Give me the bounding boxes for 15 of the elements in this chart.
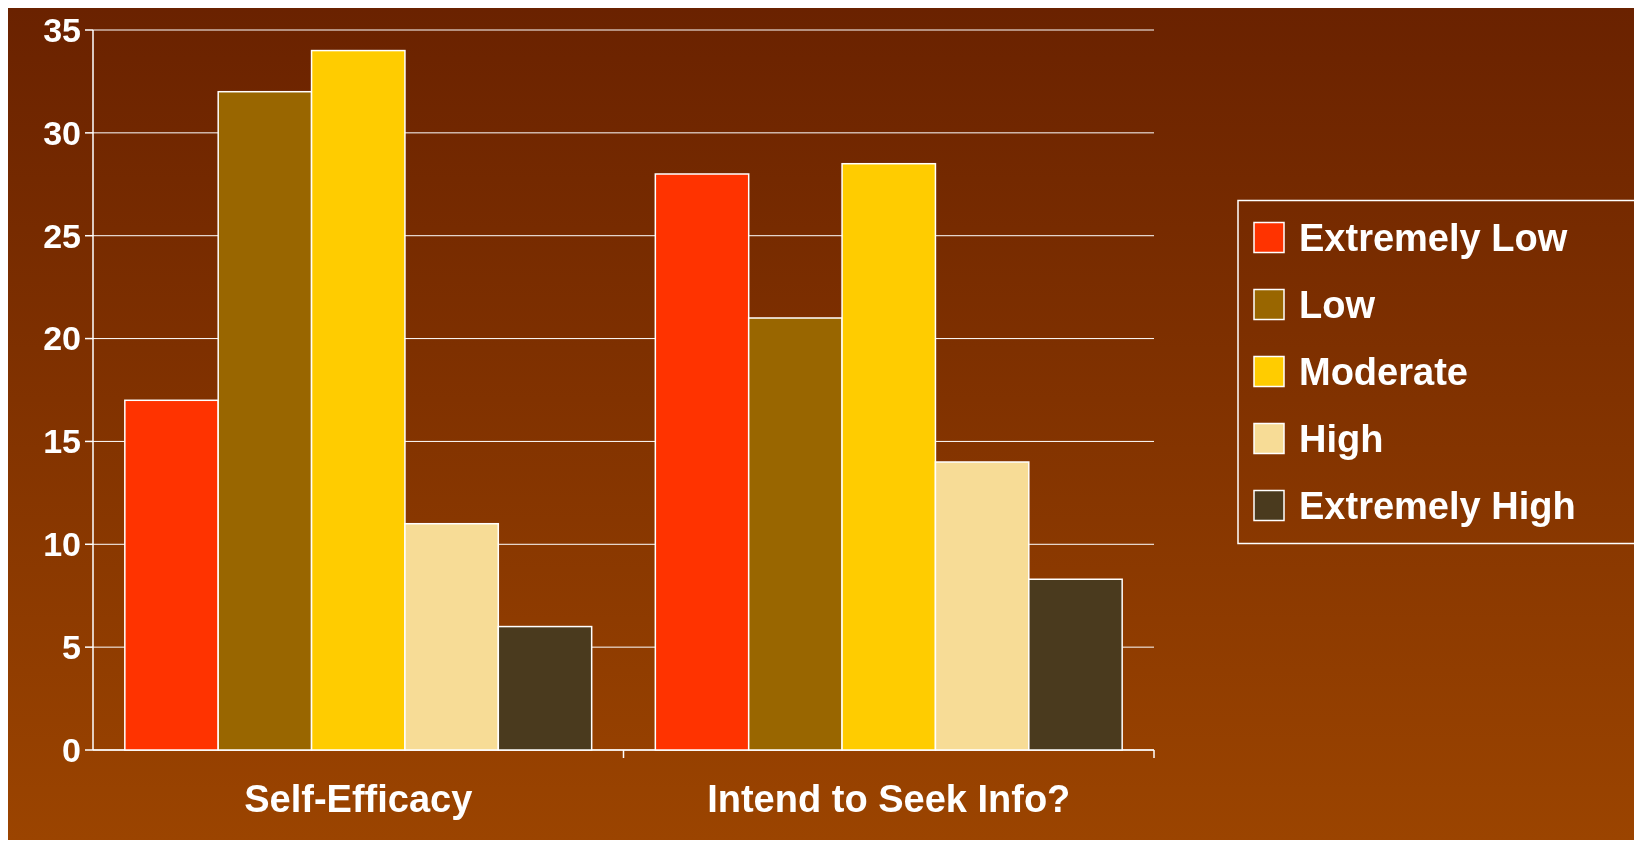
y-tick-label: 10 — [43, 525, 81, 564]
legend-label: Extremely Low — [1299, 216, 1568, 259]
y-tick-label: 30 — [43, 113, 81, 152]
x-tick-label: Self-Efficacy — [244, 778, 473, 820]
y-tick-label: 5 — [62, 628, 81, 667]
legend-label: Low — [1299, 283, 1376, 326]
y-tick-label: 25 — [43, 216, 81, 255]
y-tick-label: 35 — [43, 10, 81, 49]
legend-label: Moderate — [1299, 350, 1468, 393]
x-tick-label: Intend to Seek Info? — [707, 778, 1071, 820]
legend-label: Extremely High — [1299, 484, 1576, 527]
y-tick-label: 15 — [43, 422, 81, 461]
y-tick-label: 20 — [43, 319, 81, 358]
y-tick-label: 0 — [62, 730, 81, 769]
legend-label: High — [1299, 417, 1384, 460]
